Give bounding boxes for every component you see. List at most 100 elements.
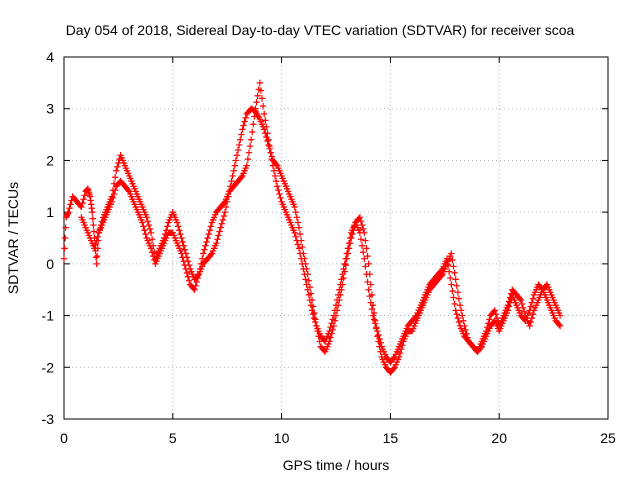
data-point xyxy=(308,307,316,314)
data-point xyxy=(263,123,270,131)
data-point xyxy=(185,277,193,284)
data-point xyxy=(271,172,279,180)
data-point xyxy=(516,295,524,302)
data-point xyxy=(459,312,466,319)
data-point xyxy=(452,307,459,314)
y-axis-label: SDTVAR / TECUs xyxy=(5,182,21,294)
data-point xyxy=(357,217,365,225)
data-point xyxy=(455,318,463,326)
data-point xyxy=(234,146,242,154)
data-point xyxy=(143,214,150,221)
data-point xyxy=(175,223,182,230)
data-point xyxy=(268,155,276,163)
data-point xyxy=(231,162,239,169)
data-point xyxy=(452,276,459,283)
data-point xyxy=(529,295,537,302)
data-point xyxy=(346,234,354,242)
x-tick-label: 20 xyxy=(491,430,507,446)
y-tick-label: 3 xyxy=(46,101,54,117)
data-point xyxy=(438,267,445,274)
data-point xyxy=(291,229,298,237)
data-point xyxy=(528,314,536,322)
data-point xyxy=(304,286,311,293)
data-point xyxy=(249,128,256,136)
data-point xyxy=(216,228,223,235)
data-point xyxy=(220,199,228,207)
data-point xyxy=(219,216,227,224)
data-point xyxy=(89,208,96,216)
data-point xyxy=(238,174,245,181)
data-point xyxy=(260,110,268,118)
data-point xyxy=(220,212,228,220)
data-point xyxy=(363,245,370,252)
data-point xyxy=(336,286,343,293)
x-axis-label: GPS time / hours xyxy=(283,457,390,473)
data-point xyxy=(181,246,188,253)
data-point xyxy=(445,268,453,275)
data-point xyxy=(178,250,185,257)
data-point xyxy=(369,312,377,319)
data-point xyxy=(332,302,340,309)
data-point xyxy=(147,245,155,252)
data-points xyxy=(60,79,564,376)
data-point xyxy=(250,121,257,128)
data-point xyxy=(256,79,264,87)
data-point xyxy=(345,239,353,247)
data-point xyxy=(362,263,369,270)
data-point xyxy=(253,99,260,106)
data-point xyxy=(527,318,534,326)
data-point xyxy=(343,250,351,257)
data-point xyxy=(251,113,258,120)
data-point xyxy=(339,271,346,278)
data-point xyxy=(556,312,564,319)
data-point xyxy=(221,208,229,216)
data-point xyxy=(371,320,379,327)
data-point xyxy=(145,221,153,229)
data-point xyxy=(451,300,458,308)
data-point xyxy=(364,278,371,286)
data-point xyxy=(453,282,460,290)
data-point xyxy=(486,316,493,323)
data-point xyxy=(92,254,100,261)
data-point xyxy=(141,227,148,234)
data-point xyxy=(312,318,319,326)
data-point xyxy=(299,243,306,251)
data-point xyxy=(447,274,454,282)
data-point xyxy=(309,311,317,318)
data-point xyxy=(89,215,97,222)
data-point xyxy=(328,320,335,327)
data-point xyxy=(374,327,381,335)
data-point xyxy=(529,311,537,318)
data-point xyxy=(396,349,404,357)
data-point xyxy=(333,296,341,304)
data-point xyxy=(377,339,384,346)
data-point xyxy=(235,141,243,149)
data-point xyxy=(341,260,348,268)
data-point xyxy=(342,261,349,269)
data-point xyxy=(111,174,119,181)
data-point xyxy=(228,177,235,185)
y-tick-label: -2 xyxy=(42,359,55,375)
data-point xyxy=(462,326,469,333)
data-point xyxy=(239,126,246,133)
data-point xyxy=(147,229,155,237)
data-point xyxy=(181,261,188,269)
data-point xyxy=(222,203,230,211)
data-point xyxy=(342,255,349,262)
data-point xyxy=(376,335,383,343)
data-point xyxy=(327,334,334,341)
data-point xyxy=(293,214,301,221)
data-point xyxy=(139,219,146,226)
data-point xyxy=(448,250,455,257)
data-point xyxy=(267,149,274,156)
data-point xyxy=(79,199,86,207)
data-point xyxy=(191,286,198,293)
data-point xyxy=(299,260,306,268)
data-point xyxy=(93,237,100,244)
series-track-2 xyxy=(78,79,564,366)
data-point xyxy=(344,245,352,252)
data-point xyxy=(555,321,563,328)
data-point xyxy=(259,102,267,110)
data-point xyxy=(140,223,147,230)
data-point xyxy=(365,286,372,293)
